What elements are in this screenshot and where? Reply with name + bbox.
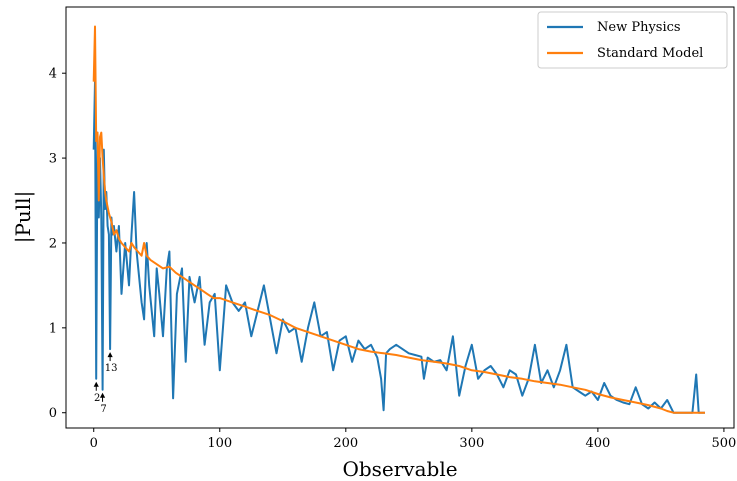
legend-label-standard-model: Standard Model <box>597 46 703 61</box>
annotation-arrowhead <box>107 352 113 358</box>
annotations: 27 13 <box>93 352 118 415</box>
legend-box <box>537 11 728 69</box>
legend: New Physics Standard Model <box>537 11 728 69</box>
y-tick-label: 3 <box>49 152 57 167</box>
annotation-label: 2 <box>94 393 100 404</box>
x-tick-label: 100 <box>207 436 232 451</box>
y-tick-label: 1 <box>49 321 57 336</box>
annotation-arrowhead <box>99 392 106 398</box>
x-tick-label: 400 <box>585 436 610 451</box>
plot-background <box>66 7 734 428</box>
plot-frame <box>65 6 735 429</box>
x-tick-label: 200 <box>333 436 358 451</box>
annotation-label: 7 <box>100 404 106 415</box>
x-tick-label: 300 <box>459 436 484 451</box>
new-physics-line <box>92 80 705 414</box>
x-tick-label: 500 <box>712 436 737 451</box>
x-axis-title: Observable <box>342 457 457 481</box>
y-tick-label: 4 <box>49 67 57 82</box>
plot-content <box>92 25 705 414</box>
legend-label-new-physics: New Physics <box>597 20 681 35</box>
y-axis-title: |Pull| <box>11 191 36 244</box>
standard-model-line <box>92 25 705 414</box>
x-axis-ticks: 0 100 200 300 400 500 <box>90 428 737 451</box>
x-tick-label: 0 <box>90 436 98 451</box>
annotation-label: 13 <box>105 363 118 374</box>
y-axis-ticks: 0 1 2 3 4 <box>49 67 66 421</box>
y-tick-label: 0 <box>49 406 57 421</box>
y-tick-label: 2 <box>49 236 57 251</box>
annotation-arrowhead <box>93 381 99 387</box>
